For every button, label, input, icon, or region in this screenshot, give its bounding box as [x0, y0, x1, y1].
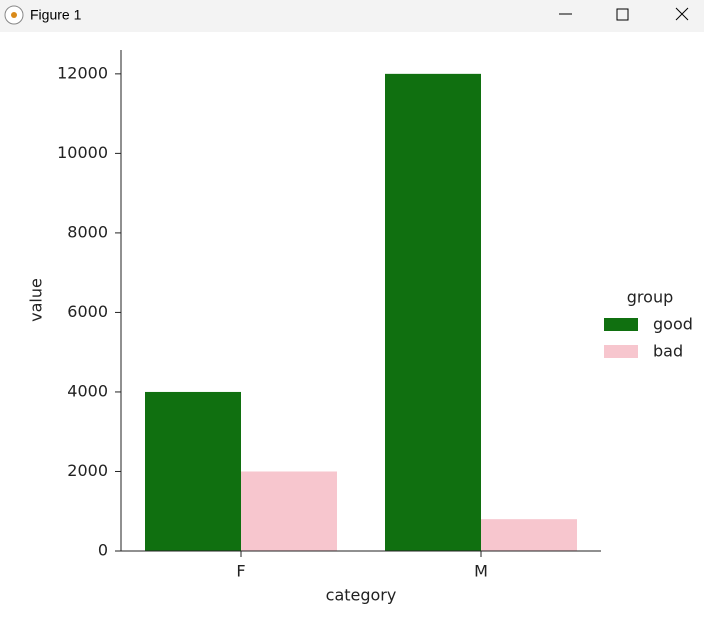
bar — [241, 471, 337, 551]
y-tick-label: 0 — [98, 541, 108, 560]
y-tick-label: 4000 — [67, 381, 108, 400]
bar — [481, 519, 577, 551]
x-axis-label: category — [326, 586, 397, 605]
bar — [385, 73, 481, 551]
x-tick-label: M — [474, 562, 488, 581]
y-tick-label: 8000 — [67, 222, 108, 241]
x-tick-label: F — [236, 562, 245, 581]
y-axis-label: value — [27, 278, 46, 322]
legend-title: group — [627, 288, 673, 307]
y-tick-label: 12000 — [57, 63, 108, 82]
maximize-button[interactable] — [616, 8, 629, 21]
y-tick-label: 10000 — [57, 143, 108, 162]
legend-label: good — [653, 315, 693, 334]
plot: value category group — [27, 278, 674, 604]
window-title: Figure 1 — [30, 7, 82, 23]
legend-swatch — [604, 345, 638, 358]
title-bar — [0, 0, 704, 32]
y-tick-label: 6000 — [67, 302, 108, 321]
app-icon-center — [11, 12, 17, 18]
y-tick-label: 2000 — [67, 461, 108, 480]
legend-swatch — [604, 318, 638, 331]
close-button[interactable] — [675, 7, 689, 21]
bar — [145, 391, 241, 551]
legend-label: bad — [653, 342, 683, 361]
